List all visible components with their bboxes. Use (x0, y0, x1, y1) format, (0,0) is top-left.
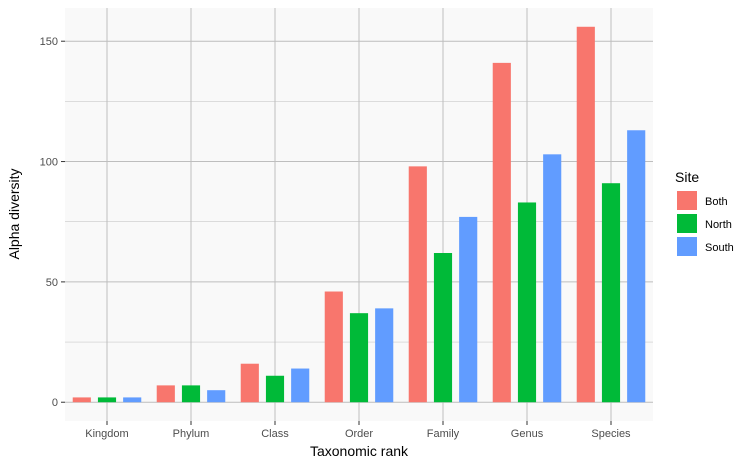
legend-label-north: North (705, 219, 732, 231)
legend-swatch-both (677, 191, 697, 210)
y-axis-title: Alpha diversity (6, 168, 22, 259)
legend-title: Site (675, 169, 699, 185)
legend-swatch-south (677, 237, 697, 256)
y-tick-label: 50 (46, 277, 58, 289)
bar-south-genus (543, 154, 562, 403)
y-tick-label: 0 (52, 397, 58, 409)
bar-south-order (375, 308, 394, 403)
y-tick-label: 150 (40, 36, 58, 48)
x-tick-label: Class (261, 428, 289, 440)
bar-both-order (324, 291, 343, 403)
legend-label-south: South (705, 242, 734, 254)
bar-both-species (576, 26, 595, 403)
bar-north-species (601, 183, 621, 403)
x-tick-label: Family (427, 428, 460, 440)
x-axis-ticks: Kingdom Phylum Class Order Family Genus Specie… (85, 421, 631, 440)
bar-south-phylum (207, 390, 226, 403)
bar-south-kingdom (123, 397, 142, 403)
bar-south-species (627, 130, 646, 403)
bar-north-phylum (181, 385, 201, 403)
bar-north-genus (517, 202, 537, 403)
y-tick-label: 100 (40, 157, 58, 169)
bars (72, 26, 646, 403)
bar-both-genus (492, 62, 511, 403)
legend-swatch-north (677, 214, 697, 233)
x-tick-label: Species (591, 428, 631, 440)
bar-south-family (459, 216, 478, 403)
legend: Site Both North South (675, 169, 734, 256)
bar-both-phylum (156, 385, 175, 403)
legend-label-both: Both (705, 196, 728, 208)
x-axis-title: Taxonomic rank (310, 443, 409, 459)
x-tick-label: Phylum (173, 428, 210, 440)
bar-north-order (349, 313, 369, 403)
bar-both-kingdom (72, 397, 91, 403)
bar-north-class (265, 375, 285, 403)
bar-both-class (240, 363, 259, 403)
y-axis-ticks: 0 50 100 150 (40, 36, 65, 409)
bar-north-family (433, 253, 453, 403)
bar-south-class (291, 368, 310, 403)
x-tick-label: Kingdom (85, 428, 128, 440)
bar-both-family (408, 166, 427, 403)
bar-north-kingdom (97, 397, 117, 403)
x-tick-label: Order (345, 428, 373, 440)
x-tick-label: Genus (511, 428, 544, 440)
